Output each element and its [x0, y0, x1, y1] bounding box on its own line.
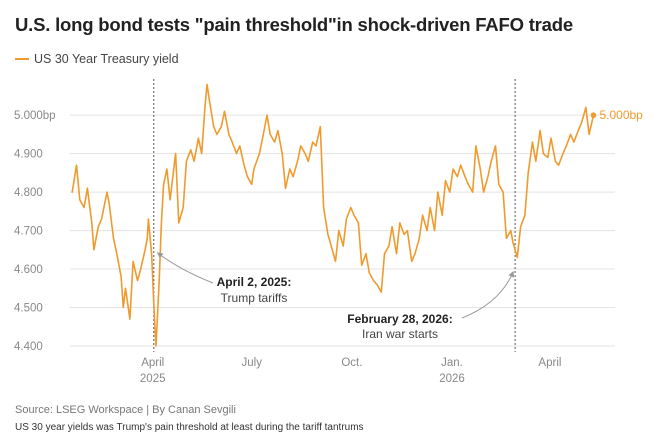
x-tick-label: April	[141, 357, 164, 369]
source-note: Source: LSEG Workspace | By Canan Sevgil…	[15, 404, 236, 416]
annotation-title: February 28, 2026:	[347, 312, 452, 326]
x-tick-year: 2026	[439, 373, 465, 385]
annotations: April 2, 2025: Trump tariffs February 28, …	[156, 252, 515, 341]
annotation-subtitle: Iran war starts	[362, 327, 438, 341]
annotation-arrow	[461, 270, 515, 319]
x-tick-year: 2025	[140, 373, 166, 385]
end-value-label: 5.000bp	[599, 108, 643, 122]
y-tick-label: 4.600	[14, 264, 43, 276]
annotation-subtitle: Trump tariffs	[221, 291, 288, 305]
x-tick-label: July	[242, 357, 263, 369]
y-tick-label: 4.900	[14, 149, 43, 161]
y-tick-label: 4.800	[14, 187, 43, 199]
x-tick-labels: April 2025 July Oct. Jan. 2026 April	[140, 357, 562, 385]
chart-title: U.S. long bond tests "pain threshold"in …	[15, 14, 573, 35]
event-guides	[153, 79, 516, 352]
gridlines	[70, 114, 615, 347]
yield-line	[71, 83, 595, 347]
x-tick-label: Jan.	[441, 357, 463, 369]
chart-svg: 4.400 4.500 4.600 4.700 4.800 4.900 5.000bp Ap…	[14, 79, 643, 385]
annotation-arrow	[156, 252, 214, 284]
legend-swatch	[15, 58, 29, 60]
y-tick-label: 4.400	[14, 341, 43, 353]
x-tick-label: Oct.	[341, 357, 362, 369]
y-tick-labels: 4.400 4.500 4.600 4.700 4.800 4.900 5.000bp	[14, 110, 56, 353]
legend: US 30 Year Treasury yield	[15, 52, 179, 66]
legend-label: US 30 Year Treasury yield	[34, 52, 179, 66]
y-tick-label: 4.700	[14, 226, 43, 238]
y-tick-label: 4.500	[14, 303, 43, 315]
caption: US 30 year yields was Trump's pain thres…	[15, 422, 364, 433]
x-tick-label: April	[538, 357, 561, 369]
y-tick-label: 5.000bp	[14, 110, 56, 122]
annotation-title: April 2, 2025:	[217, 275, 292, 289]
end-point-marker	[590, 112, 597, 118]
